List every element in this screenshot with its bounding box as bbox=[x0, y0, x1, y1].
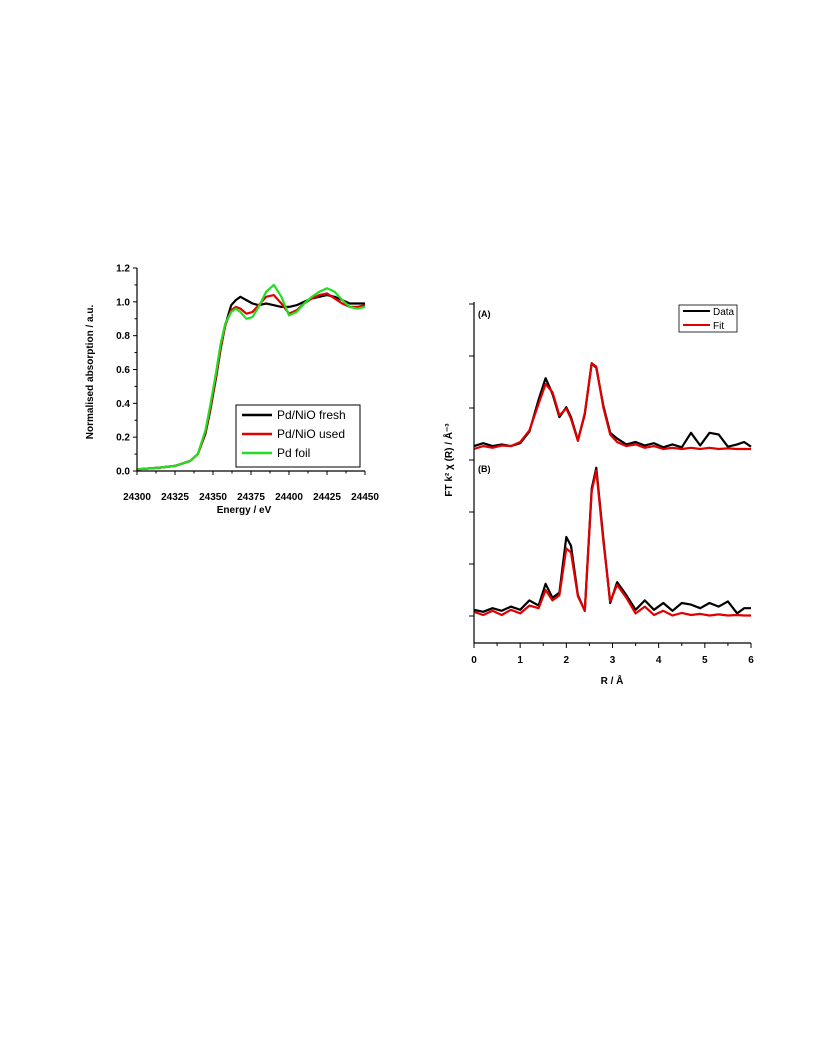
exafs-panel-1-series-1 bbox=[473, 469, 751, 617]
xanes-x-tick-label: 24450 bbox=[351, 492, 379, 503]
xanes-x-tick-label: 24375 bbox=[237, 492, 265, 503]
exafs-legend-label-data: Data bbox=[713, 307, 735, 318]
exafs-x-tick-label: 5 bbox=[702, 655, 708, 666]
exafs-legend: Data Fit bbox=[678, 304, 738, 333]
exafs-legend-label-fit: Fit bbox=[713, 321, 724, 332]
exafs-panel-label-b: (B) bbox=[478, 464, 491, 474]
xanes-x-tick-label: 24325 bbox=[161, 492, 189, 503]
exafs-x-tick-label: 0 bbox=[471, 655, 477, 666]
xanes-x-tick-label: 24300 bbox=[123, 492, 151, 503]
xanes-legend-label-foil: Pd foil bbox=[277, 446, 310, 460]
xanes-x-tick-label: 24350 bbox=[199, 492, 227, 503]
exafs-panel-0-series-0 bbox=[473, 362, 752, 449]
xanes-y-tick-label: 1.0 bbox=[116, 297, 130, 308]
exafs-plot-area: 0 1 2 3 4 5 6 bbox=[469, 302, 754, 666]
xanes-legend: Pd/NiO fresh Pd/NiO used Pd foil bbox=[235, 404, 361, 468]
exafs-x-axis-label: R / Å bbox=[601, 674, 624, 687]
exafs-y-axis-label: FT k² χ (R) / Å⁻³ bbox=[442, 423, 455, 497]
exafs-x-tick-label: 2 bbox=[564, 655, 570, 666]
xanes-y-tick-label: 0.2 bbox=[116, 433, 130, 444]
xanes-x-tick-label: 24400 bbox=[275, 492, 303, 503]
xanes-y-tick-label: 0.8 bbox=[116, 331, 130, 342]
xanes-y-tick-label: 0.6 bbox=[116, 365, 130, 376]
xanes-y-axis-label: Normalised absorption / a.u. bbox=[85, 305, 96, 440]
exafs-x-tick-label: 4 bbox=[656, 655, 662, 666]
exafs-x-tick-label: 6 bbox=[748, 655, 754, 666]
xanes-plot-area: 0.0 0.2 0.4 0.6 0.8 1.0 1.2 24300 24325 24350 2437… bbox=[116, 264, 379, 504]
exafs-x-tick-label: 3 bbox=[610, 655, 616, 666]
xanes-legend-label-used: Pd/NiO used bbox=[277, 427, 345, 441]
xanes-x-tick-label: 24425 bbox=[313, 492, 341, 503]
xanes-legend-label-fresh: Pd/NiO fresh bbox=[277, 408, 346, 422]
exafs-panel-1-series-0 bbox=[473, 466, 751, 615]
xanes-y-tick-label: 0.0 bbox=[116, 467, 130, 478]
xanes-x-axis-label: Energy / eV bbox=[217, 505, 272, 516]
xanes-y-tick-label: 1.2 bbox=[116, 264, 130, 275]
xanes-series-line-2 bbox=[136, 283, 366, 471]
exafs-panel-0-series-1 bbox=[473, 362, 751, 451]
exafs-x-tick-label: 1 bbox=[517, 655, 523, 666]
exafs-panel-label-a: (A) bbox=[478, 309, 491, 319]
xanes-y-tick-label: 0.4 bbox=[116, 399, 130, 410]
exafs-legend-box bbox=[678, 304, 738, 333]
